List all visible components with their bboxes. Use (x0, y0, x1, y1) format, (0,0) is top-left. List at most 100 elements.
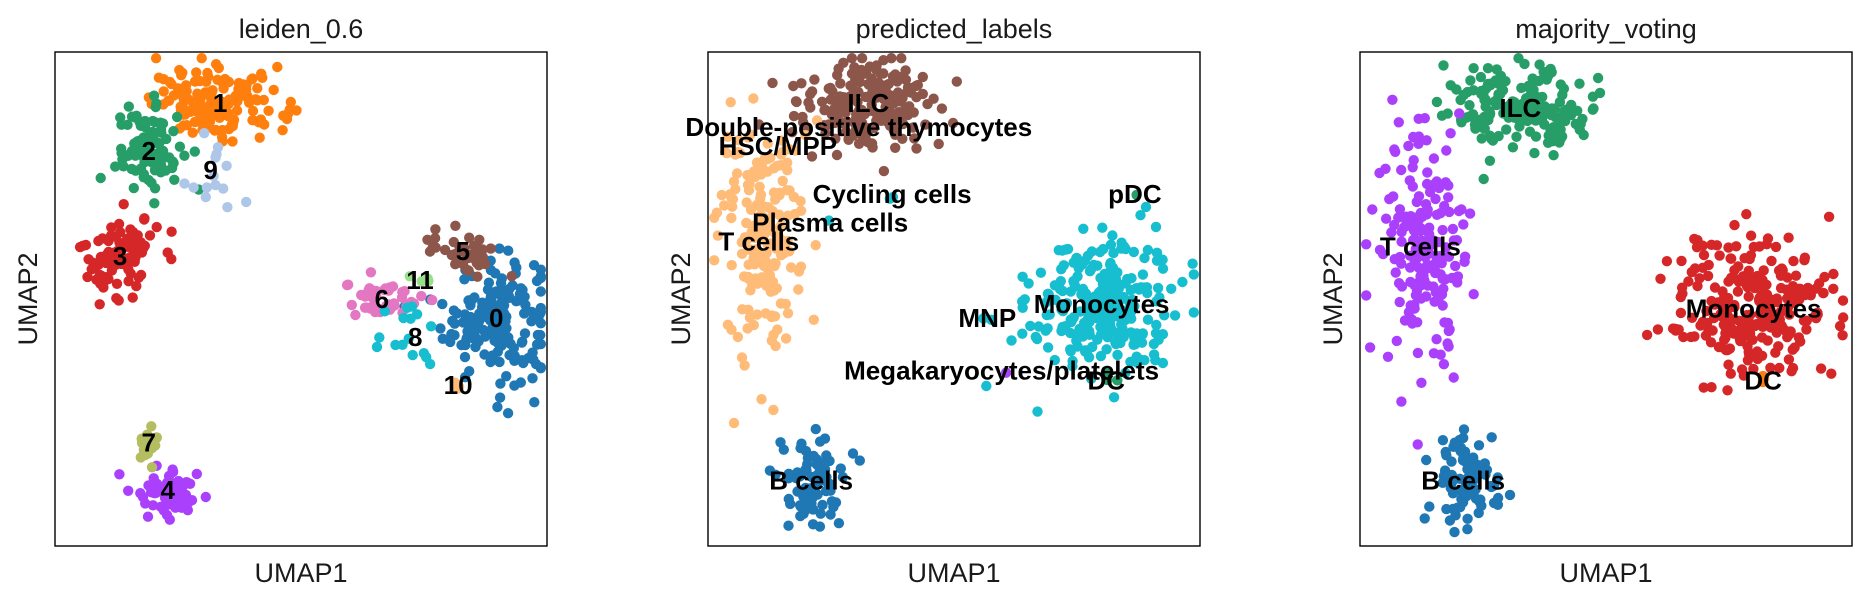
point-4 (135, 488, 146, 499)
point-monocytes (1685, 331, 1697, 343)
point-monocytes (1695, 320, 1706, 331)
point-t-cells (1430, 267, 1441, 279)
point-t-cells (782, 308, 794, 319)
point-monocytes (1641, 329, 1653, 341)
point-t-cells (1399, 315, 1411, 326)
y-axis-label: UMAP2 (666, 252, 696, 345)
point-b-cells (1468, 457, 1480, 468)
point-t-cells (760, 308, 771, 319)
point-monocytes (1095, 350, 1107, 362)
point-ilc (753, 119, 765, 130)
point-t-cells (742, 179, 754, 191)
point-monocytes (1736, 364, 1748, 375)
point-2 (128, 182, 139, 194)
point-b-cells (1437, 477, 1448, 488)
point-1 (203, 71, 214, 82)
point-b-cells (811, 459, 822, 470)
point-3 (96, 251, 107, 263)
point-b-cells (1476, 500, 1487, 511)
point-monocytes (1157, 263, 1169, 274)
point-ilc (791, 96, 802, 108)
point-4 (161, 509, 173, 521)
point-monocytes (1044, 309, 1055, 320)
point-t-cells (1430, 287, 1442, 298)
point-1 (194, 99, 206, 110)
point-0 (528, 260, 540, 271)
cluster-label: DC (1744, 365, 1782, 395)
point-monocytes (1087, 298, 1099, 309)
point-monocytes (1129, 338, 1140, 349)
point-monocytes (1828, 268, 1839, 280)
point-2 (139, 115, 151, 127)
cluster-label: 1 (213, 88, 227, 118)
point-b-cells (1473, 440, 1485, 451)
panel-title: leiden_0.6 (239, 14, 364, 44)
point-monocytes (1698, 382, 1709, 393)
point-monocytes (1729, 302, 1740, 313)
point-b-cells (812, 489, 823, 500)
point-b-cells (1437, 435, 1449, 446)
point-3 (144, 230, 156, 241)
point-ilc (854, 104, 865, 116)
point-monocytes (1661, 256, 1673, 267)
cluster-label: ILC (1499, 93, 1541, 123)
point-0 (517, 336, 528, 347)
point-ilc (809, 74, 820, 85)
point-b-cells (1421, 454, 1432, 466)
point-monocytes (1076, 325, 1087, 337)
point-ilc (872, 111, 884, 122)
point-monocytes (1723, 276, 1734, 287)
point-monocytes (1128, 246, 1140, 258)
point-monocytes (1142, 244, 1154, 256)
point-b-cells (828, 501, 839, 513)
point-ilc (871, 60, 882, 71)
point-0 (492, 346, 503, 357)
point-6 (359, 302, 371, 313)
point-8 (425, 321, 437, 332)
point-t-cells (1444, 324, 1455, 335)
cluster-label: 8 (408, 322, 422, 352)
point-t-cells (1440, 242, 1452, 253)
cluster-label: 6 (375, 284, 389, 314)
cluster-label: Double-positive thymocytes (685, 112, 1032, 142)
point-3 (131, 280, 142, 292)
point-t-cells (1386, 227, 1397, 238)
point-1 (242, 90, 253, 102)
point-t-cells (741, 217, 752, 229)
point-t-cells (1403, 140, 1414, 152)
point-ilc (870, 82, 881, 93)
point-t-cells (1408, 155, 1419, 166)
point-monocytes (1740, 326, 1752, 337)
point-ilc (1546, 109, 1557, 121)
point-0 (527, 373, 538, 384)
point-ilc (806, 151, 818, 162)
point-t-cells (1459, 251, 1471, 262)
point-ilc (1533, 92, 1545, 103)
cluster-label: HSC/MPP (719, 131, 837, 161)
point-monocytes (1101, 344, 1112, 355)
point-monocytes (1023, 278, 1034, 289)
point-4 (186, 495, 198, 506)
point-t-cells (1374, 244, 1386, 256)
point-t-cells (743, 259, 754, 270)
point-monocytes (1113, 279, 1125, 290)
point-monocytes (1748, 363, 1759, 375)
point-ilc (1431, 96, 1443, 108)
point-t-cells (782, 157, 793, 168)
point-1 (187, 127, 198, 138)
point-monocytes (1766, 255, 1777, 267)
point-2 (189, 146, 200, 157)
point-1 (250, 94, 261, 105)
point-t-cells (1443, 192, 1454, 203)
point-2 (174, 141, 186, 152)
point-0 (509, 257, 520, 268)
point-ilc (878, 91, 890, 102)
point-0 (509, 380, 520, 391)
point-monocytes (1781, 293, 1793, 304)
cluster-label: DC (1088, 365, 1126, 395)
point-monocytes (1721, 308, 1733, 320)
point-monocytes (1053, 245, 1065, 256)
point-10 (449, 377, 460, 388)
point-pdc (1131, 189, 1142, 201)
